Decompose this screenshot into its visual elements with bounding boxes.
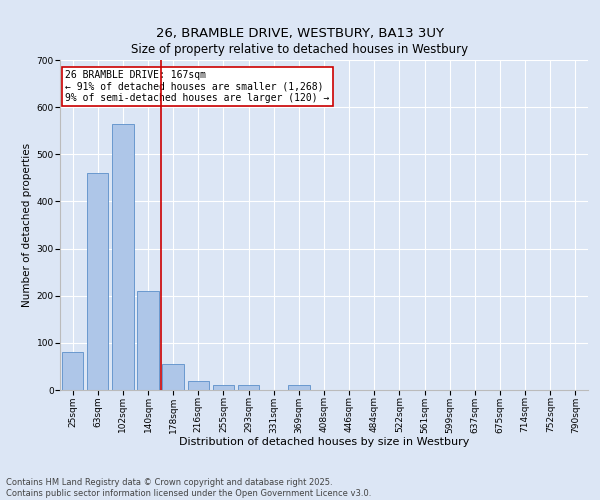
Text: Contains HM Land Registry data © Crown copyright and database right 2025.
Contai: Contains HM Land Registry data © Crown c… [6,478,371,498]
Text: 26 BRAMBLE DRIVE: 167sqm
← 91% of detached houses are smaller (1,268)
9% of semi: 26 BRAMBLE DRIVE: 167sqm ← 91% of detach… [65,70,329,103]
Text: 26, BRAMBLE DRIVE, WESTBURY, BA13 3UY: 26, BRAMBLE DRIVE, WESTBURY, BA13 3UY [156,28,444,40]
Bar [137,291,158,390]
Bar [188,380,209,390]
Bar [213,386,234,390]
Bar [62,352,83,390]
Text: Size of property relative to detached houses in Westbury: Size of property relative to detached ho… [131,42,469,56]
Y-axis label: Number of detached properties: Number of detached properties [22,143,32,307]
Bar [112,124,134,390]
Bar [87,173,109,390]
Bar [238,386,259,390]
Bar [288,386,310,390]
X-axis label: Distribution of detached houses by size in Westbury: Distribution of detached houses by size … [179,437,469,447]
Bar [163,364,184,390]
